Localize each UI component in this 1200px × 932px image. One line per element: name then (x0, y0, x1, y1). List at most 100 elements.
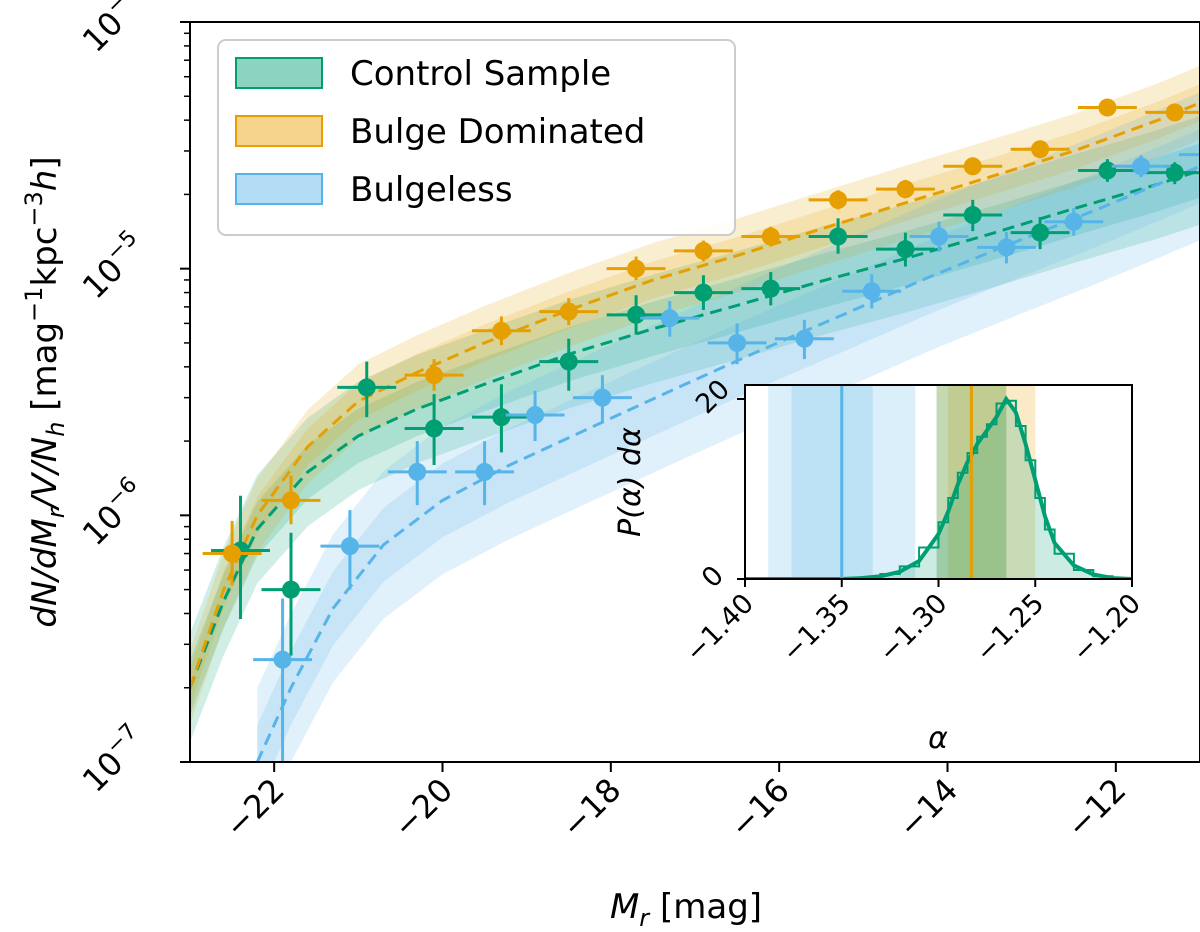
inset-x-tick-label-0: −1.40 (680, 588, 760, 668)
inset-x-axis-label: α (928, 721, 948, 756)
control-sample-point-7 (673, 275, 733, 310)
x-tick-label-5: −12 (1059, 771, 1134, 846)
control-sample-marker-3 (425, 419, 444, 438)
bulgeless-marker-9 (862, 282, 881, 301)
bulgeless-fit-band-1 (257, 92, 1200, 762)
control-sample-marker-9 (829, 227, 848, 246)
bulgeless-point-4 (505, 390, 565, 442)
control-sample-point-10 (875, 232, 935, 267)
x-tick-label-2: −18 (554, 771, 629, 846)
bulge-dominated-point-13 (1145, 103, 1200, 122)
legend-swatch-bulgeless (235, 173, 323, 205)
inset-y-tick-label-0: 0 (696, 560, 730, 594)
bulge-dominated-marker-2 (425, 366, 444, 385)
bulgeless-marker-2 (408, 462, 427, 481)
control-sample-point-14 (1145, 162, 1200, 185)
inset-x-tick-label-3: −1.25 (970, 588, 1050, 668)
bulge-dominated-point-1 (261, 475, 321, 525)
control-sample-marker-5 (559, 352, 578, 371)
bulge-dominated-marker-3 (492, 321, 511, 340)
bulge-dominated-marker-5 (627, 259, 646, 278)
control-sample-marker-10 (896, 240, 915, 259)
inset-y-axis-label: P(α) dα (613, 427, 648, 537)
bulge-dominated-point-5 (606, 256, 666, 280)
control-sample-fit-band-1 (190, 116, 1200, 742)
x-axis-label: Mr [mag] (610, 887, 762, 932)
bulge-dominated-fit-line (190, 101, 1200, 689)
bulge-dominated-point-11 (1010, 140, 1070, 159)
bulgeless-point-13 (1111, 155, 1171, 178)
legend-swatch-bulge-dominated (235, 115, 323, 147)
bulgeless-point-6 (640, 300, 700, 337)
x-tick-label-1: −20 (386, 771, 461, 846)
legend-label-control-sample: Control Sample (350, 54, 611, 94)
control-sample-marker-13 (1098, 161, 1117, 180)
control-sample-point-4 (471, 384, 531, 453)
bulgeless-point-2 (387, 441, 447, 506)
control-sample-point-1 (261, 532, 321, 656)
legend: Control Sample Bulge Dominated Bulgeless (217, 39, 736, 236)
control-sample-marker-6 (627, 305, 646, 324)
bulgeless-point-12 (1044, 208, 1104, 236)
control-sample-point-2 (337, 361, 397, 418)
bulge-dominated-point-9 (875, 179, 935, 199)
control-sample-marker-4 (492, 408, 511, 427)
bulge-dominated-marker-11 (1031, 140, 1050, 159)
control-sample-point-12 (1010, 216, 1070, 250)
bulgeless-point-3 (455, 441, 515, 506)
bulge-dominated-marker-8 (829, 190, 848, 209)
bulgeless-point-5 (572, 375, 632, 422)
bulgeless-fit-band-2 (257, 129, 1200, 762)
x-tick-label-0: −22 (217, 771, 292, 846)
bulgeless-marker-11 (997, 238, 1016, 257)
bulgeless-point-11 (976, 231, 1036, 264)
bulge-dominated-point-0 (202, 520, 262, 586)
bulge-dominated-point-2 (404, 359, 464, 391)
bulge-dominated-point-8 (808, 190, 868, 210)
bulge-dominated-fit-band-2 (190, 84, 1200, 707)
control-sample-marker-8 (761, 279, 780, 298)
bulgeless-marker-3 (475, 462, 494, 481)
main-plot-frame (189, 21, 1200, 763)
control-sample-marker-14 (1165, 163, 1184, 182)
inset-posterior-fill (841, 399, 1132, 579)
control-sample-point-11 (943, 199, 1003, 232)
x-tick-label-3: −16 (722, 771, 797, 846)
y-axis-label: dN/dMr/V/Nh [mag−1kpc−3h] (20, 156, 70, 627)
control-sample-point-8 (741, 271, 801, 306)
bulgeless-point-8 (774, 319, 834, 360)
bulgeless-marker-5 (593, 388, 612, 407)
bulgeless-point-0 (253, 598, 313, 762)
inset-x-tick-label-4: −1.20 (1067, 588, 1147, 668)
y-tick-label-0: 10−7 (73, 719, 154, 800)
bulgeless-marker-0 (273, 650, 292, 669)
inset-median-lines (840, 385, 973, 579)
bulge-dominated-point-10 (943, 157, 1003, 176)
control-sample-marker-2 (357, 378, 376, 397)
inset-x-axis-ticks: −1.40 −1.35 −1.30 −1.25 −1.20 (680, 579, 1147, 668)
bulge-dominated-marker-1 (282, 491, 300, 510)
data-points (202, 98, 1200, 762)
bulge-dominated-marker-7 (761, 227, 780, 246)
bulge-dominated-marker-4 (559, 302, 578, 321)
inset-band-bulgeless-1 (791, 385, 873, 579)
bulgeless-marker-12 (1064, 212, 1083, 231)
bulge-dominated-marker-13 (1165, 103, 1184, 122)
y-tick-label-1: 10−6 (73, 472, 154, 553)
bulge-dominated-marker-12 (1098, 98, 1117, 117)
legend-label-bulgeless: Bulgeless (350, 170, 513, 210)
bulge-dominated-point-4 (539, 298, 599, 326)
bulge-dominated-point-6 (673, 240, 733, 262)
control-sample-marker-1 (282, 580, 300, 599)
bulgeless-marker-10 (930, 227, 949, 246)
bulgeless-point-10 (909, 221, 969, 252)
bulgeless-point-9 (842, 274, 902, 309)
control-sample-point-5 (539, 338, 599, 391)
bulge-dominated-fit-band-1 (190, 65, 1200, 725)
bulgeless-marker-13 (1132, 157, 1151, 176)
inset-x-tick-label-1: −1.35 (776, 588, 856, 668)
x-tick-label-4: −14 (891, 771, 966, 846)
bulgeless-marker-6 (660, 309, 679, 328)
bulge-dominated-point-12 (1077, 98, 1137, 117)
x-axis-ticks: −22 −20 −18 −16 −14 −12 (217, 762, 1133, 845)
